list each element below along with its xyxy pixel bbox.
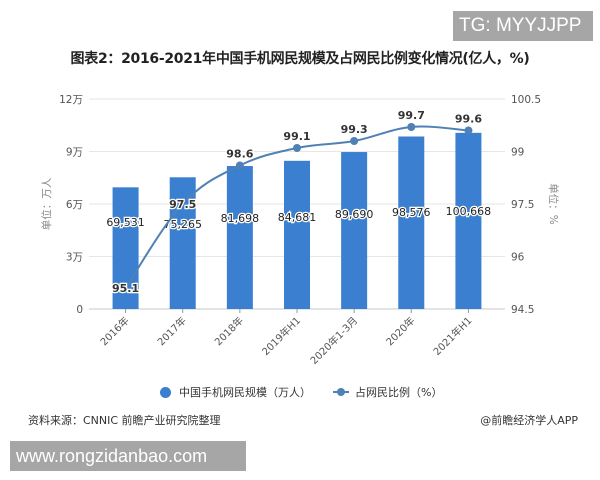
right-axis-title: 单位：% bbox=[547, 183, 560, 224]
right-tick-label: 97.5 bbox=[511, 199, 534, 211]
x-category-label: 2020年1-3月 bbox=[307, 314, 360, 367]
x-category-label: 2019年H1 bbox=[259, 314, 303, 358]
bar-value-label: 81,698 bbox=[221, 212, 260, 225]
legend-label-line: 占网民比例（%） bbox=[355, 386, 443, 399]
line-value-label: 95.1 bbox=[112, 282, 139, 295]
credit-note: @前瞻经济学人APP bbox=[480, 414, 578, 427]
bar bbox=[398, 136, 425, 309]
right-tick-label: 100.5 bbox=[511, 94, 541, 106]
bar-value-label: 69,531 bbox=[106, 216, 145, 229]
line-value-label: 97.5 bbox=[169, 198, 196, 211]
line-value-label: 99.3 bbox=[341, 123, 368, 136]
x-category-label: 2016年 bbox=[97, 314, 131, 348]
line-point bbox=[407, 123, 416, 131]
left-tick-label: 9万 bbox=[66, 147, 83, 159]
right-tick-label: 99 bbox=[511, 147, 524, 159]
legend-item-line: 占网民比例（%） bbox=[333, 384, 442, 400]
chart-plot: 0 3万 6万 9万 12万 94.5 96 97.5 99 100.5 单位：万人 单位：% 69,5… bbox=[40, 94, 560, 367]
x-category-label: 2018年 bbox=[212, 314, 246, 348]
circle-marker-icon bbox=[160, 386, 171, 398]
bar bbox=[226, 166, 253, 309]
right-tick-label: 96 bbox=[511, 252, 525, 264]
bar-value-label: 84,681 bbox=[278, 211, 317, 224]
bar bbox=[112, 187, 139, 309]
source-note: 资料来源：CNNIC 前瞻产业研究院整理 bbox=[28, 414, 221, 427]
left-tick-label: 12万 bbox=[59, 94, 83, 106]
line-point bbox=[293, 144, 301, 152]
legend: 中国手机网民规模（万人） 占网民比例（%） bbox=[160, 384, 464, 400]
line-point bbox=[350, 137, 359, 145]
line-value-label: 99.1 bbox=[283, 130, 310, 143]
left-tick-label: 6万 bbox=[66, 199, 83, 211]
x-category-label: 2020年 bbox=[383, 314, 417, 348]
chart-title: 图表2：2016-2021年中国手机网民规模及占网民比例变化情况(亿人，%) bbox=[70, 51, 530, 67]
left-tick-label: 3万 bbox=[66, 252, 83, 264]
bar-value-label: 89,690 bbox=[335, 208, 374, 221]
bar bbox=[169, 177, 196, 309]
line-marker-icon bbox=[333, 388, 349, 396]
left-axis-title: 单位：万人 bbox=[40, 177, 53, 230]
bar-value-label: 98,576 bbox=[392, 206, 431, 219]
bar-value-label: 75,265 bbox=[163, 218, 202, 231]
line-point bbox=[464, 126, 473, 135]
line-value-label: 99.6 bbox=[455, 113, 482, 126]
watermark-tg-badge: TG: MYYJJPP bbox=[453, 11, 593, 41]
left-tick-label: 0 bbox=[76, 304, 83, 316]
line-value-label: 99.7 bbox=[398, 109, 425, 122]
bar bbox=[284, 160, 310, 309]
x-category-label: 2017年 bbox=[155, 314, 189, 348]
bar bbox=[455, 132, 482, 309]
right-tick-label: 94.5 bbox=[511, 304, 534, 316]
watermark-url-badge: www.rongzidanbao.com bbox=[10, 441, 246, 471]
line-point bbox=[235, 161, 244, 170]
bar bbox=[341, 152, 368, 309]
x-category-label: 2021年H1 bbox=[430, 314, 474, 358]
legend-item-bar: 中国手机网民规模（万人） bbox=[160, 384, 311, 400]
bar-value-label: 100,668 bbox=[446, 205, 492, 218]
line-value-label: 98.6 bbox=[226, 148, 253, 161]
legend-label-bar: 中国手机网民规模（万人） bbox=[179, 386, 311, 399]
